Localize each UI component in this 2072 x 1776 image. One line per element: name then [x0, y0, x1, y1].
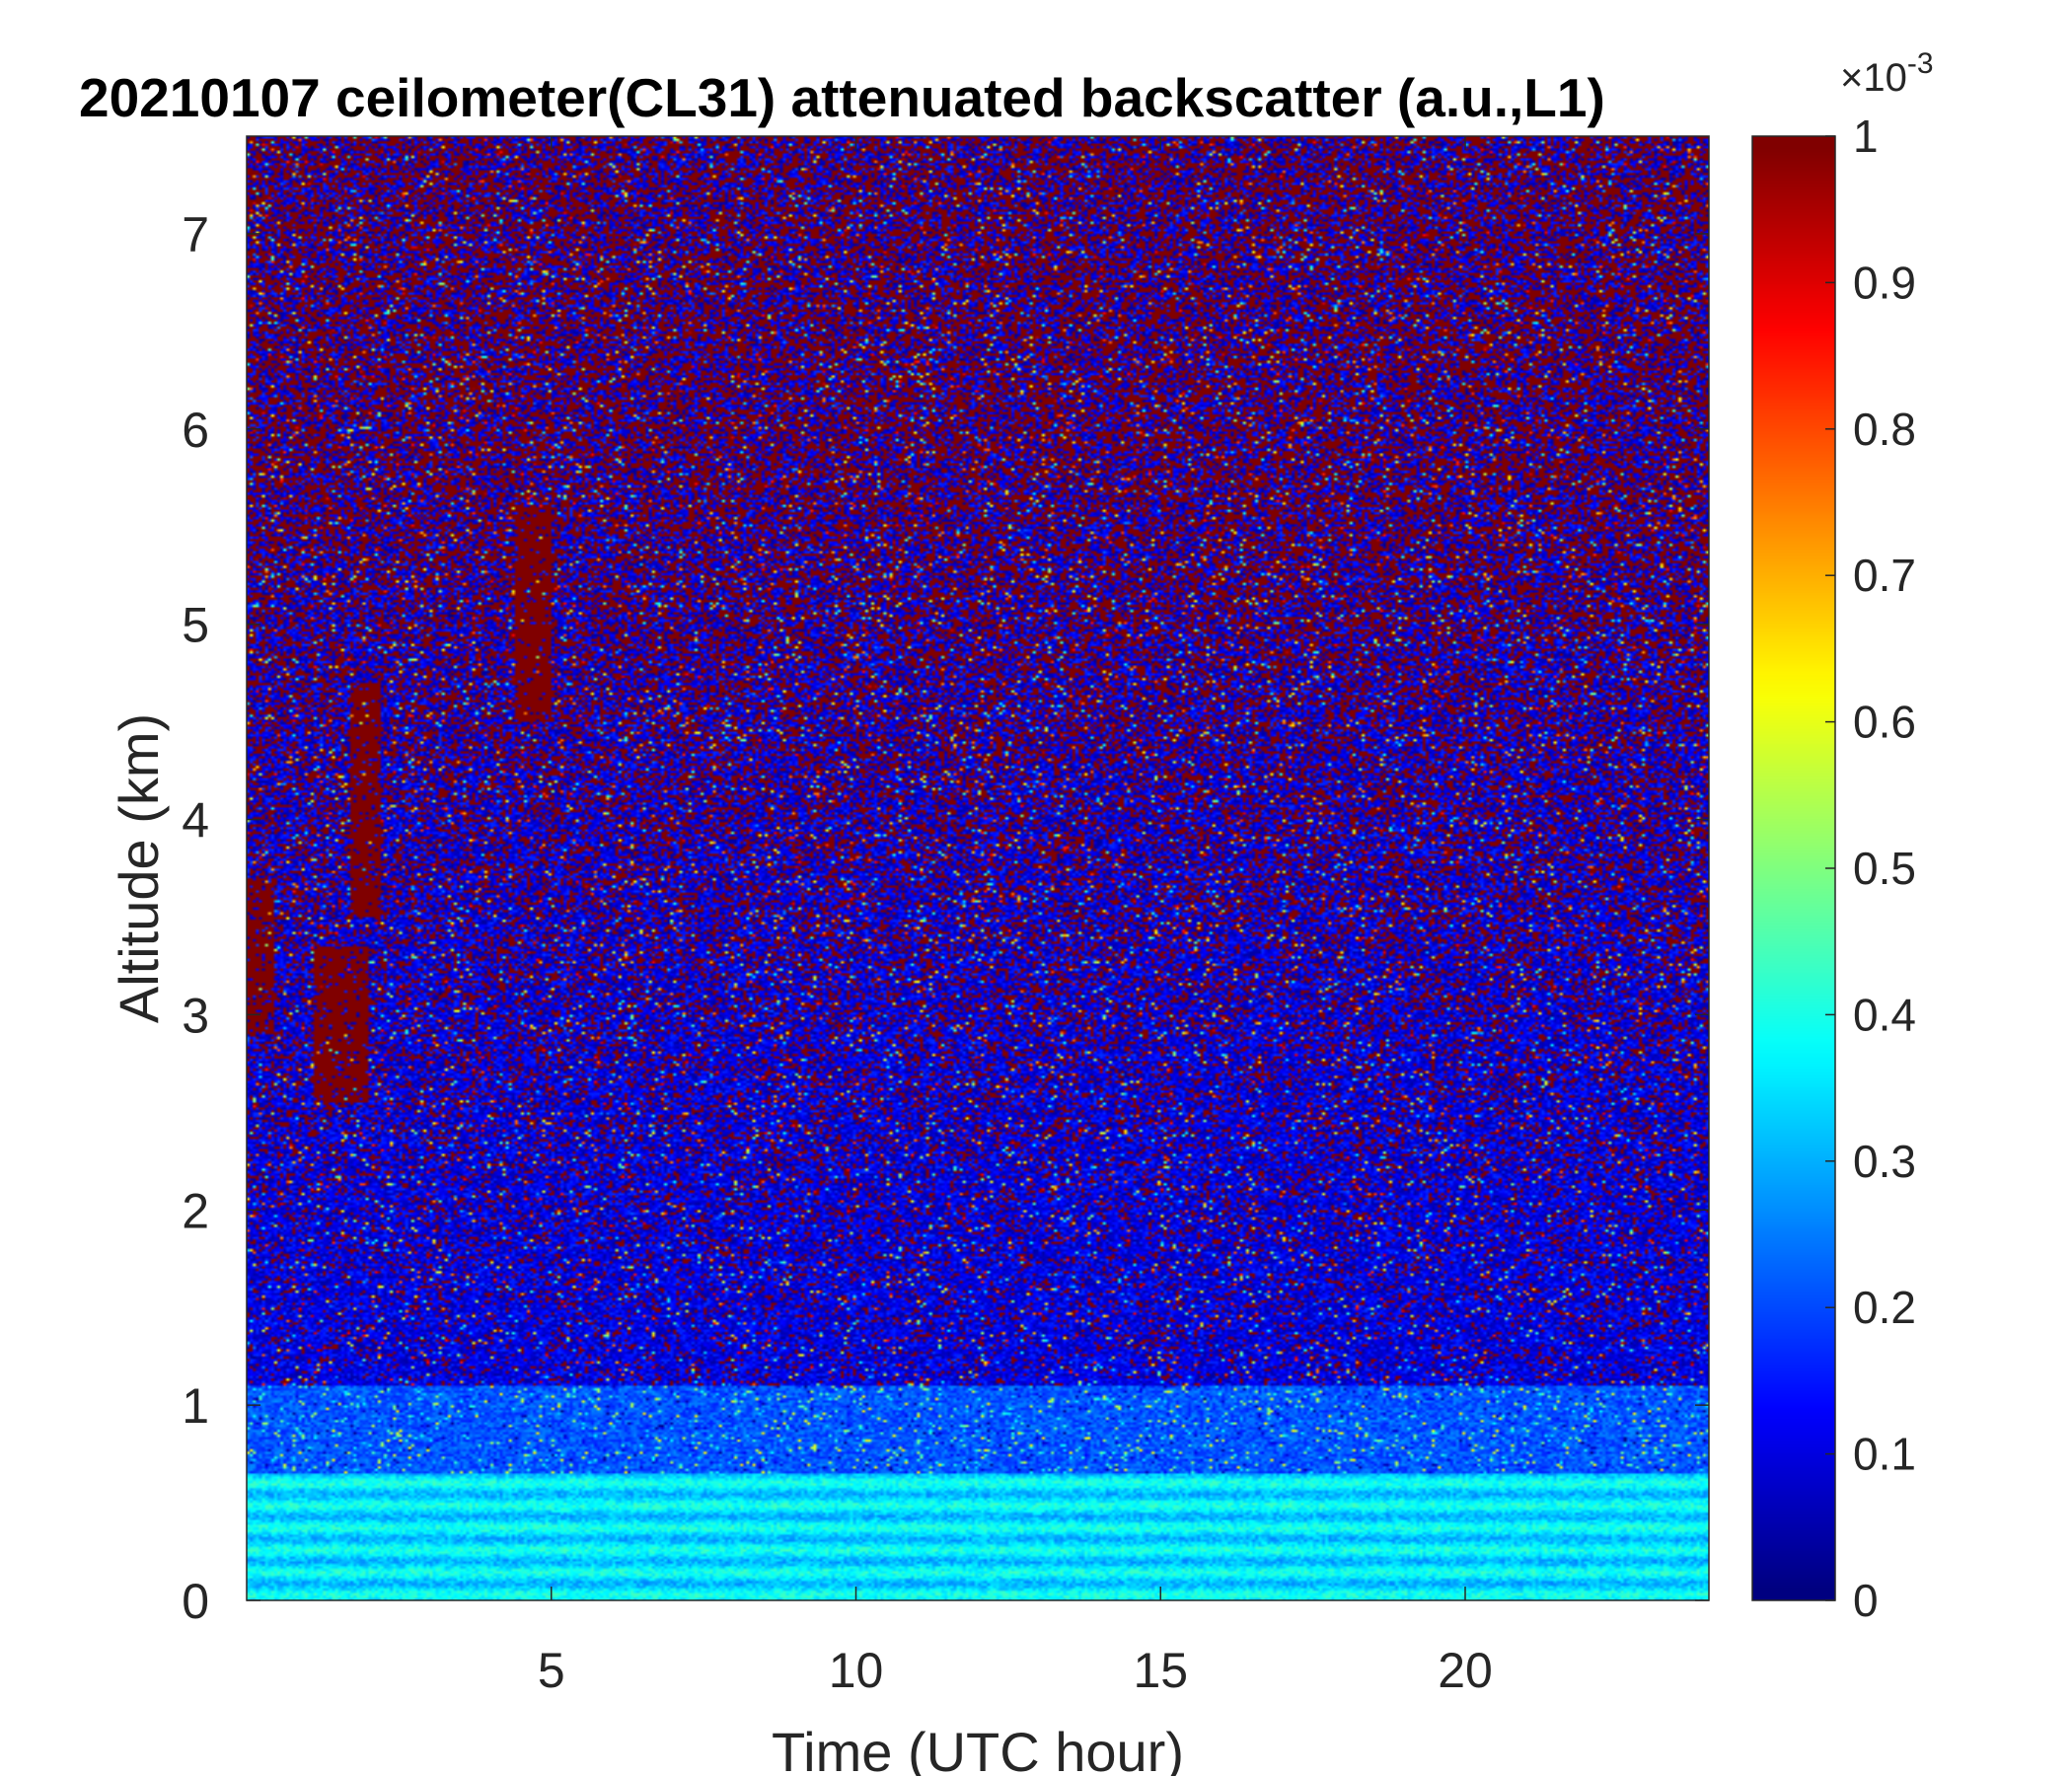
colorbar-tick-label: 0.6 [1853, 697, 1916, 748]
chart-title: 20210107 ceilometer(CL31) attenuated bac… [79, 67, 1605, 128]
colorbar-tick-label: 0.3 [1853, 1136, 1916, 1187]
colorbar-tick-label: 0 [1853, 1575, 1879, 1626]
colorbar-tick-label: 0.8 [1853, 404, 1916, 455]
colorbar-multiplier: ×10-3 [1840, 47, 1934, 100]
colorbar-tick-label: 0.9 [1853, 257, 1916, 308]
colorbar-multiplier-exponent: -3 [1907, 47, 1934, 80]
colorbar-tick-label: 0.4 [1853, 989, 1916, 1040]
x-tick-label: 10 [829, 1643, 884, 1698]
colorbar-axis: 0 0.1 0.2 0.3 0.4 0.5 0.6 0.7 0.8 0.9 1 [1825, 111, 1916, 1626]
y-tick-label: 7 [182, 207, 209, 262]
colorbar-tick-label: 0.5 [1853, 843, 1916, 894]
colorbar-tick-label: 0.7 [1853, 550, 1916, 601]
colorbar-tick-label: 0.1 [1853, 1429, 1916, 1480]
x-tick-label: 20 [1438, 1643, 1493, 1698]
x-axis-label: Time (UTC hour) [772, 1721, 1184, 1776]
colorbar-tick-label: 1 [1853, 111, 1879, 162]
colorbar-multiplier-base: ×10 [1840, 56, 1907, 100]
heatmap-image [247, 136, 1709, 1600]
x-axis: 5 10 15 20 [538, 136, 1493, 1698]
y-tick-label: 1 [182, 1378, 209, 1434]
heatmap-area [247, 136, 1709, 1600]
colorbar-gradient [1752, 136, 1835, 1600]
colorbar-tick-label: 0.2 [1853, 1282, 1916, 1333]
y-axis: 0 1 2 3 4 5 6 7 [182, 207, 1709, 1629]
y-tick-label: 3 [182, 988, 209, 1043]
axes-box [246, 135, 1710, 1601]
y-tick-label: 4 [182, 793, 209, 849]
y-tick-label: 0 [182, 1574, 209, 1629]
y-axis-label: Altitude (km) [108, 713, 170, 1023]
y-tick-label: 6 [182, 403, 209, 458]
y-tick-label: 5 [182, 598, 209, 653]
x-tick-label: 5 [538, 1643, 565, 1698]
y-tick-label: 2 [182, 1183, 209, 1238]
colorbar [1751, 135, 1836, 1601]
x-tick-label: 15 [1133, 1643, 1188, 1698]
